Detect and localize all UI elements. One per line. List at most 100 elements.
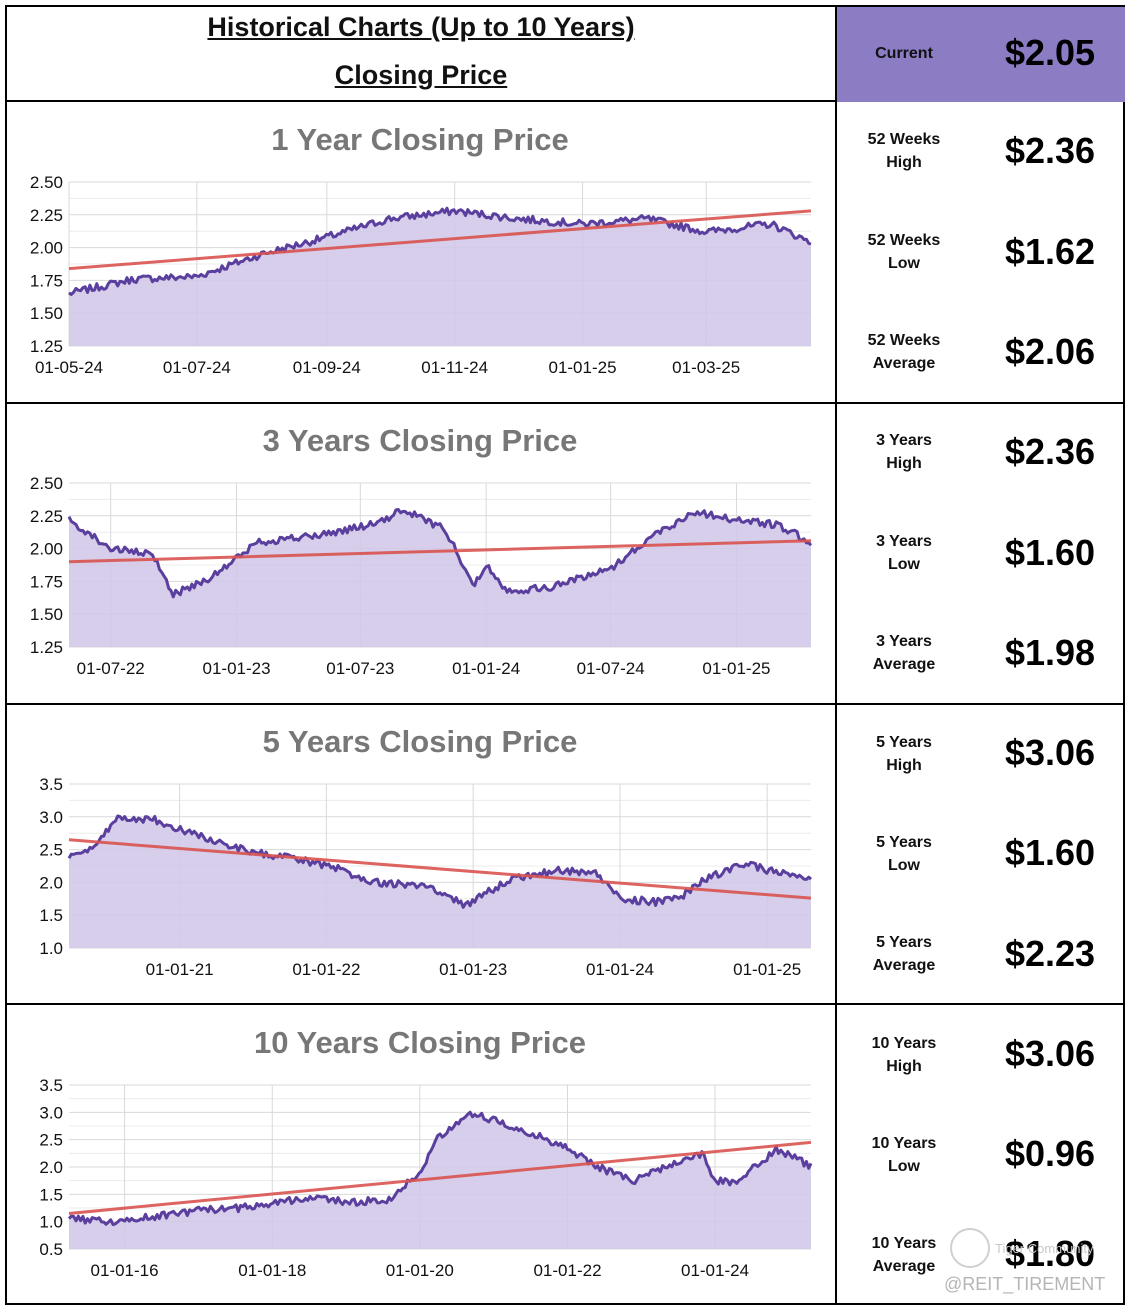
stat-label-52w-high: 52 Weeks High — [867, 131, 941, 171]
stat-label-5y-high: 5 Years High — [876, 734, 932, 774]
data-point — [770, 222, 773, 225]
data-point — [380, 521, 383, 524]
x-tick-label: 01-01-25 — [702, 659, 770, 678]
x-tick-label: 01-01-24 — [586, 960, 654, 979]
stat-value-5y-average: $2.23 — [1004, 933, 1096, 974]
data-point — [705, 230, 708, 233]
data-point — [741, 863, 744, 866]
y-tick-label: 1.0 — [39, 1213, 63, 1232]
stat-value-10y-low: $0.96 — [1004, 1133, 1096, 1174]
data-point — [373, 881, 376, 884]
chart-title-1y: 1 Year Closing Price — [271, 122, 569, 157]
data-point — [670, 1163, 673, 1166]
series-area — [69, 208, 811, 346]
data-point — [510, 1125, 513, 1128]
chart-10y: 3.5 3.0 2.5 2.0 1.5 1.0 0.5 01-01-16 01-01-18 01-… — [39, 1076, 813, 1280]
y-tick-label: 2.50 — [30, 474, 63, 493]
data-point — [655, 901, 658, 904]
data-point — [271, 1201, 274, 1204]
y-tick-label: 2.00 — [30, 239, 63, 258]
stat-label-10y-low: 10 Years Low — [871, 1135, 937, 1175]
stat-value-52w-low: $1.62 — [1004, 231, 1096, 272]
stat-value-3y-average: $1.98 — [1004, 632, 1096, 673]
data-point — [418, 1171, 421, 1174]
chart-5y: 3.5 3.0 2.5 2.0 1.5 1.0 01-01-21 01-01-22 01-01-… — [39, 775, 813, 979]
y-tick-label: 2.25 — [30, 507, 63, 526]
data-point — [810, 241, 813, 244]
stat-value-52w-high: $2.36 — [1004, 130, 1096, 171]
data-point — [337, 868, 340, 871]
chart-1y: 2.50 2.25 2.00 1.75 1.50 1.25 01-05-24 01-07-24… — [30, 173, 813, 377]
data-point — [197, 1209, 200, 1212]
watermark-brand: Tiger Community — [995, 1241, 1094, 1256]
data-point — [506, 589, 509, 592]
x-tick-label: 01-01-18 — [238, 1261, 306, 1280]
y-tick-label: 3.0 — [39, 808, 63, 827]
y-tick-label: 1.5 — [39, 906, 63, 925]
x-tick-label: 01-01-22 — [292, 960, 360, 979]
y-tick-label: 2.0 — [39, 873, 63, 892]
data-point — [810, 1164, 813, 1167]
x-tick-label: 01-07-24 — [163, 358, 231, 377]
y-tick-label: 2.50 — [30, 173, 63, 192]
data-point — [468, 1111, 471, 1114]
data-point — [732, 1182, 735, 1185]
data-point — [191, 832, 194, 835]
data-point — [401, 508, 404, 511]
x-tick-label: 01-07-24 — [577, 659, 645, 678]
y-tick-label: 1.5 — [39, 1185, 63, 1204]
watermark-handle: @REIT_TIREMENT — [944, 1274, 1106, 1294]
stat-label-5y-low: 5 Years Low — [876, 834, 932, 874]
stat-value-3y-high: $2.36 — [1004, 431, 1096, 472]
y-tick-label: 1.75 — [30, 572, 63, 591]
data-point — [465, 904, 468, 907]
x-tick-label: 01-07-23 — [326, 659, 394, 678]
data-point — [775, 1148, 778, 1151]
chart-title-3y: 3 Years Closing Price — [262, 423, 578, 458]
data-point — [256, 541, 259, 544]
x-tick-label: 01-01-25 — [548, 358, 616, 377]
series-line — [67, 814, 812, 909]
data-point — [437, 1135, 440, 1138]
series-line — [68, 206, 812, 296]
chart-title-10y: 10 Years Closing Price — [253, 1025, 586, 1060]
data-point — [345, 1201, 348, 1204]
data-point — [485, 563, 488, 566]
current-value: $2.05 — [1004, 32, 1096, 73]
data-point — [633, 1179, 636, 1182]
y-tick-label: 2.25 — [30, 206, 63, 225]
data-point — [68, 292, 71, 295]
stat-label-52w-average: 52 Weeks Average — [867, 332, 941, 372]
data-point — [560, 1144, 563, 1147]
data-point — [810, 880, 813, 883]
data-point — [423, 884, 426, 887]
x-tick-label: 01-07-22 — [77, 659, 145, 678]
y-tick-label: 0.5 — [39, 1240, 63, 1259]
data-point — [618, 897, 621, 900]
data-point — [195, 275, 198, 278]
trend-line — [68, 1140, 812, 1215]
y-tick-label: 2.0 — [39, 1158, 63, 1177]
data-point — [508, 878, 511, 881]
stat-value-5y-low: $1.60 — [1004, 832, 1096, 873]
x-tick-label: 01-01-23 — [439, 960, 507, 979]
data-point — [240, 1207, 243, 1210]
data-point — [92, 848, 95, 851]
data-point — [473, 584, 476, 587]
series-area — [69, 1112, 811, 1249]
y-tick-label: 3.5 — [39, 775, 63, 794]
data-point — [68, 855, 71, 858]
data-point — [68, 518, 71, 521]
data-point — [680, 895, 683, 898]
data-point — [581, 222, 584, 225]
data-point — [123, 1220, 126, 1223]
trend-line — [68, 539, 812, 564]
chart-3y: 2.50 2.25 2.00 1.75 1.50 1.25 01-07-22 01-01-23… — [30, 474, 813, 678]
page-title: Historical Charts (Up to 10 Years) — [207, 12, 635, 42]
table-frame — [5, 5, 1125, 1305]
x-tick-label: 01-03-25 — [672, 358, 740, 377]
stat-label-5y-average: 5 Years Average — [872, 934, 936, 974]
data-point — [154, 1215, 157, 1218]
trend-line — [68, 209, 812, 271]
x-tick-label: 01-01-23 — [203, 659, 271, 678]
